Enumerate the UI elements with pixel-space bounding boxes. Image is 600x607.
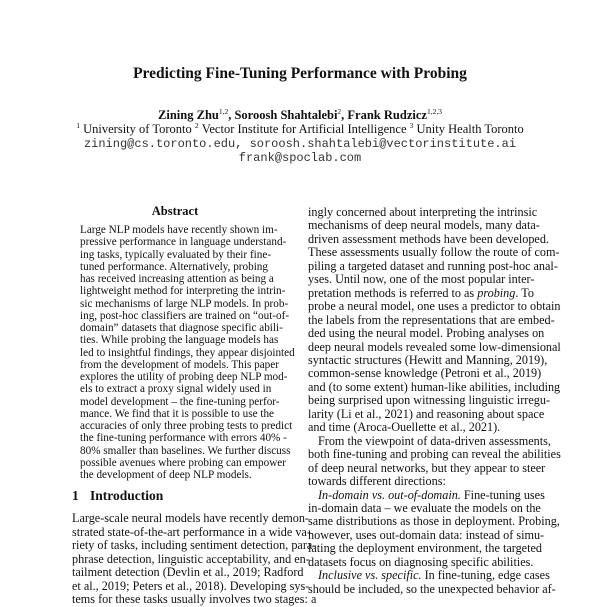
text-span: . To [515,285,534,300]
text-line: pressive performance in language underst… [80,236,287,249]
affiliation: Vector Institute for Artificial Intellig… [201,122,407,136]
author-list: Zining Zhu1,2, Soroosh Shahtalebi2, Fran… [158,107,442,122]
text-line: ties. While probing the language models … [80,334,279,347]
author-affiliation-marker: 2 [337,107,342,116]
author-affiliation-marker: 1,2,3 [426,107,442,116]
text-line: strated state-of-the-art performance in … [72,524,311,539]
text-line: tuned performance. Alternatively, probin… [80,260,268,273]
text-line: et al., 2019; Peters et al., 2018). Deve… [72,578,310,593]
text-line: deep neural models revealed some low-dim… [308,339,561,354]
text-line: lightweight method for interpreting the … [80,285,286,298]
affiliation-marker: 2 [194,121,199,130]
text-line: explores the utility of probing deep NLP… [80,371,288,383]
text-line: ded using the neural model. Probing anal… [308,326,545,341]
text-line: tailment detection (Devlin et al., 2019;… [72,565,304,579]
text-line: ing tasks, typically evaluated by their … [80,248,272,261]
text-line: driven assessment methods have been deve… [308,231,549,246]
text-span: Fine-tuning uses [460,487,545,502]
text-line: piling a targeted dataset and running po… [308,258,558,273]
text-line: In-domain vs. out-of-domain. Fine-tuning… [308,487,545,502]
text-line: Large-scale neural models have recently … [72,511,309,525]
text-line: being surprised upon witnessing linguist… [308,393,551,408]
text-line: mance. We find that it is possible to us… [80,407,275,420]
author-name: Zining Zhu [158,108,219,122]
abstract-body: Large NLP models have recently shown im-… [80,224,295,481]
affiliation: University of Toronto [83,122,192,136]
affiliation-list: 1 University of Toronto 2 Vector Institu… [0,122,600,137]
text-line: of deep neural networks, but they appear… [308,460,546,475]
text-line: phrase detection, linguistic acceptabili… [72,551,310,566]
author-name: Frank Rudzicz [347,108,427,122]
section-heading-introduction: 1 Introduction [72,488,163,504]
text-line: has received increasing attention as bei… [80,273,274,285]
text-line: common-sense knowledge (Petroni et al., … [308,366,542,381]
text-line: ing, post-hoc classifiers are trained on… [80,309,290,322]
italic-text: In-domain vs. out-of-domain. [318,487,461,502]
text-line: same distributions as those in deploymen… [308,514,560,529]
text-line: both fine-tuning and probing can reveal … [308,447,561,462]
italic-text: Inclusive vs. specific. [318,568,422,583]
text-line: and (to some extent) human-like abilitie… [308,379,561,394]
text-line: should be included, so the unexpected be… [308,581,556,596]
text-line: from the development of models. This pap… [80,358,279,371]
text-line: however, uses out-domain data: instead o… [308,527,545,542]
introduction-left-column: Large-scale neural models have recently … [72,511,317,607]
text-line: the fine-tuning performance with errors … [80,432,287,445]
text-line: datasets focus on diagnosing specific ab… [308,554,534,569]
text-line: towards different directions: [308,474,446,489]
text-line: the labels from the representations that… [308,312,555,327]
paper-title: Predicting Fine-Tuning Performance with … [133,65,467,82]
text-line: domain” datasets that diagnose specific … [80,322,283,334]
text-line: yses. Until now, one of the most popular… [308,272,535,287]
section-title: Introduction [90,488,164,503]
text-line: Large NLP models have recently shown im- [80,224,278,236]
text-line: 80% smaller than baselines. We further d… [80,444,291,457]
text-line: These assessments usually follow the rou… [308,245,560,260]
text-line: the development of deep NLP models. [80,469,252,481]
text-span: In fine-tuning, edge cases [421,568,550,583]
author-name: Soroosh Shahtalebi [234,108,338,122]
text-line: ingly concerned about interpreting the i… [308,205,538,219]
italic-text: probing [477,285,516,300]
text-line: probe a neural model, one uses a predict… [308,299,561,314]
text-line: model development – the fine-tuning perf… [80,395,280,408]
author-emails: zining@cs.toronto.edu, soroosh.shahtaleb… [83,137,517,151]
text-line: and time (Aroca-Ouellette et al., 2021). [308,420,501,435]
text-span: pretation methods is referred to as [308,285,478,300]
author-email: frank@spoclab.com [238,151,362,165]
introduction-right-column: ingly concerned about interpreting the i… [308,205,561,596]
text-line: riety of tasks, including sentiment dete… [72,538,317,552]
text-line: possible avenues where probing can empow… [80,456,286,469]
section-number: 1 [72,488,79,503]
text-line: From the viewpoint of data-driven assess… [318,433,551,448]
text-line: larity (Li et al., 2021) and reasoning a… [308,406,545,421]
text-line: els to extract a proxy signal widely use… [80,383,272,396]
author-affiliation-marker: 1,2 [218,107,229,116]
affiliation-marker: 1 [76,121,80,130]
affiliation: Unity Health Toronto [416,122,524,136]
text-line: in-domain data – we evaluate the models … [308,500,541,515]
text-line: Inclusive vs. specific. In fine-tuning, … [308,568,550,583]
affiliation-marker: 3 [409,121,414,130]
text-line: sic mechanisms of large NLP models. In p… [80,297,289,310]
text-line: lating the deployment environment, the t… [308,541,542,556]
text-line: mechanisms of deep neural models, many d… [308,218,540,233]
text-line: syntactic structures (Hewitt and Manning… [308,352,548,367]
text-line: led to insightful findings, they appear … [80,346,295,359]
abstract-heading: Abstract [151,204,199,218]
text-line: pretation methods is referred to as prob… [308,285,534,300]
text-line: accuracies of only three probing tests t… [80,420,293,432]
